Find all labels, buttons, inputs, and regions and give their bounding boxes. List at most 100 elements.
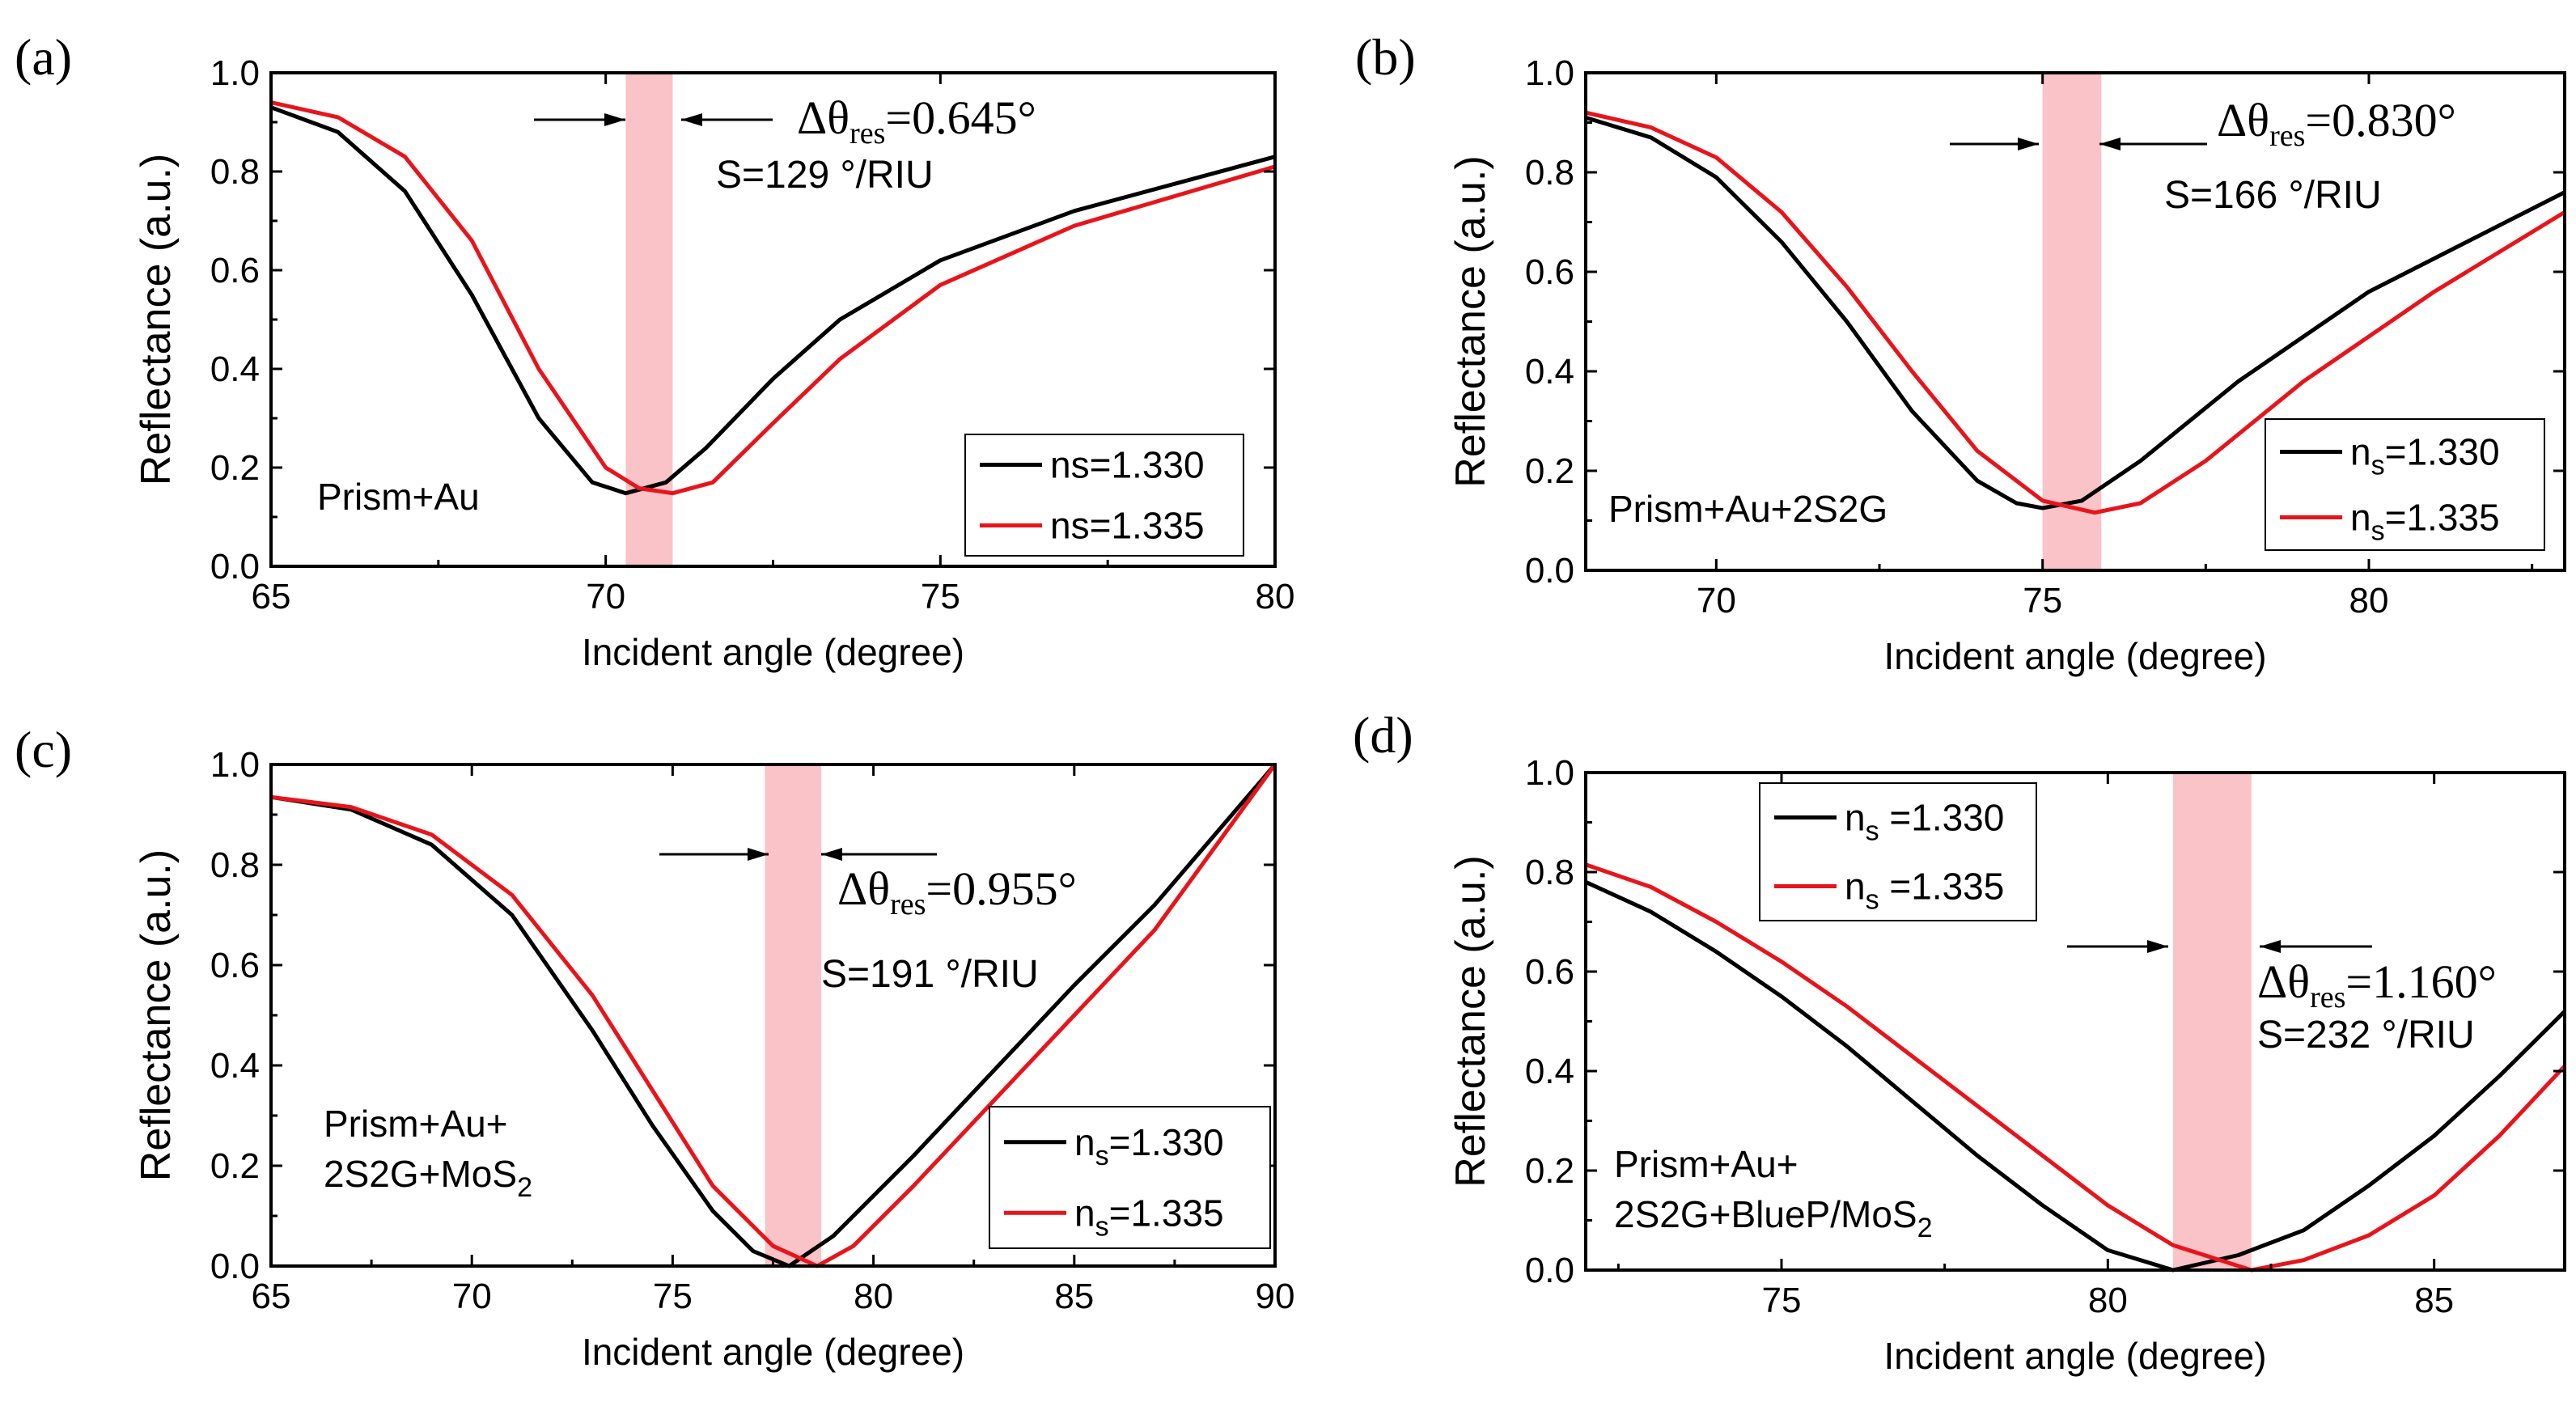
legend-entry: ns=1.330: [2350, 431, 2500, 481]
right-arrow-icon: [2099, 138, 2121, 150]
x-tick-label: 80: [1256, 577, 1295, 616]
y-tick-label: 0.6: [210, 946, 260, 985]
x-tick-label: 70: [586, 577, 625, 616]
y-tick-label: 0.2: [210, 448, 260, 488]
left-arrow-icon: [748, 848, 769, 861]
y-tick-label: 0.0: [1525, 551, 1574, 591]
legend-entry: ns=1.335: [1050, 505, 1205, 547]
panel-label: (d): [1353, 706, 1413, 764]
y-tick-label: 0.4: [1525, 352, 1574, 392]
x-tick-label: 85: [2414, 1281, 2454, 1320]
series-line-ns-1335: [1585, 110, 2566, 515]
structure-label: Prism+Au: [317, 476, 480, 518]
resonance-shift-annotation: Δθres=0.955°: [837, 862, 1077, 921]
resonance-shift-band: [765, 766, 822, 1264]
panel-label: (b): [1355, 28, 1416, 86]
structure-label: Prism+Au+: [324, 1103, 508, 1145]
sensitivity-annotation: S=232 °/RIU: [2257, 1014, 2475, 1057]
chart-panel-2: 0.0 0.2 0.4 0.6 0.8 1.0 70 75 80 Incident angle (…: [1355, 28, 2566, 677]
y-tick-label: 0.2: [210, 1146, 260, 1186]
right-arrow-icon: [821, 848, 842, 861]
chart-panel-1: 0.0 0.2 0.4 0.6 0.8 1.0 65 70 75 80 Incident angle…: [15, 28, 1294, 673]
x-tick-label: 70: [1697, 581, 1736, 620]
series-line-ns-1330: [1584, 880, 2566, 1273]
y-tick-label: 0.6: [1525, 952, 1574, 992]
series-line-ns-1335: [270, 100, 1276, 496]
x-tick-label: 85: [1054, 1277, 1094, 1316]
legend-entry: ns=1.330: [1074, 1121, 1224, 1171]
y-tick-label: 1.0: [1525, 753, 1574, 793]
structure-label: Prism+Au+: [1614, 1143, 1799, 1185]
y-tick-label: 0.8: [1525, 853, 1574, 892]
y-tick-label: 1.0: [210, 53, 260, 93]
left-arrow-icon: [2018, 138, 2039, 150]
legend-entry: ns=1.335: [2350, 497, 2500, 547]
x-tick-label: 75: [2023, 581, 2062, 620]
x-axis-label: Incident angle (degree): [582, 631, 964, 673]
x-tick-label: 80: [854, 1277, 893, 1316]
x-tick-label: 80: [2349, 581, 2389, 620]
resonance-shift-band: [2042, 74, 2102, 569]
y-tick-label: 0.6: [1525, 252, 1574, 292]
panel-label: (a): [15, 28, 72, 86]
legend-box: [989, 1106, 1271, 1249]
series-line-ns-1335: [1585, 862, 2566, 1273]
x-tick-label: 80: [2088, 1281, 2128, 1320]
left-arrow-icon: [604, 113, 625, 126]
x-tick-label: 65: [252, 577, 291, 616]
y-tick-label: 0.2: [1525, 1151, 1574, 1191]
y-tick-label: 0.8: [210, 152, 260, 192]
x-tick-label: 65: [252, 1277, 291, 1316]
right-arrow-icon: [2260, 940, 2281, 953]
y-tick-label: 0.4: [210, 349, 260, 389]
structure-label: 2S2G+BlueP/MoS2: [1614, 1193, 1933, 1243]
y-axis-label: Reflectance (a.u.): [133, 849, 180, 1181]
legend: ns=1.330 ns=1.335: [964, 434, 1244, 557]
x-tick-label: 75: [653, 1277, 693, 1316]
sensitivity-annotation: S=166 °/RIU: [2164, 174, 2382, 217]
x-axis-label: Incident angle (degree): [1883, 1335, 2266, 1377]
y-axis-label: Reflectance (a.u.): [133, 154, 180, 485]
x-axis-label: Incident angle (degree): [582, 1331, 964, 1373]
series-line-ns-1335: [270, 763, 1277, 1268]
sensitivity-annotation: S=129 °/RIU: [716, 154, 934, 197]
resonance-shift-band: [2173, 774, 2252, 1268]
legend-entry: ns=1.335: [1074, 1192, 1224, 1242]
right-arrow-icon: [681, 113, 702, 126]
y-tick-label: 0.0: [210, 547, 260, 587]
y-tick-label: 1.0: [1525, 53, 1574, 93]
legend-entry: ns=1.330: [1050, 444, 1205, 486]
legend-box: [2265, 418, 2545, 551]
series-line-ns-1330: [1585, 116, 2566, 510]
y-tick-label: 1.0: [210, 745, 260, 785]
sensitivity-annotation: S=191 °/RIU: [821, 953, 1039, 996]
y-tick-label: 0.0: [1525, 1251, 1574, 1290]
y-tick-label: 0.4: [1525, 1052, 1574, 1091]
x-tick-label: 70: [452, 1277, 492, 1316]
x-tick-label: 75: [921, 577, 960, 616]
structure-label: Prism+Au+2S2G: [1608, 488, 1888, 530]
legend: ns=1.330 ns=1.335: [989, 1106, 1271, 1249]
panel-label: (c): [15, 721, 72, 778]
structure-label: 2S2G+MoS2: [324, 1153, 532, 1203]
y-axis-label: Reflectance (a.u.): [1447, 855, 1494, 1187]
y-tick-label: 0.8: [1525, 153, 1574, 193]
legend-entry: ns =1.335: [1845, 866, 2004, 916]
y-tick-label: 0.8: [210, 845, 260, 885]
y-tick-label: 0.4: [210, 1046, 260, 1086]
left-arrow-icon: [2147, 940, 2168, 953]
x-tick-label: 90: [1256, 1277, 1295, 1316]
y-tick-label: 0.2: [1525, 451, 1574, 491]
resonance-shift-annotation: Δθres=0.645°: [797, 91, 1036, 150]
legend: ns=1.330 ns=1.335: [2265, 418, 2545, 551]
resonance-shift-annotation: Δθres=1.160°: [2257, 955, 2497, 1014]
chart-panel-3: 0.0 0.2 0.4 0.6 0.8 1.0 65 70 75 80 85 90 Incident a…: [15, 721, 1294, 1373]
x-tick-label: 75: [1762, 1281, 1802, 1320]
y-tick-label: 0.6: [210, 251, 260, 290]
legend-box: [964, 434, 1244, 557]
x-axis-label: Incident angle (degree): [1883, 635, 2266, 677]
legend-box: [1759, 782, 2037, 921]
resonance-shift-annotation: Δθres=0.830°: [2217, 94, 2456, 153]
legend: ns =1.330 ns =1.335: [1759, 782, 2037, 921]
